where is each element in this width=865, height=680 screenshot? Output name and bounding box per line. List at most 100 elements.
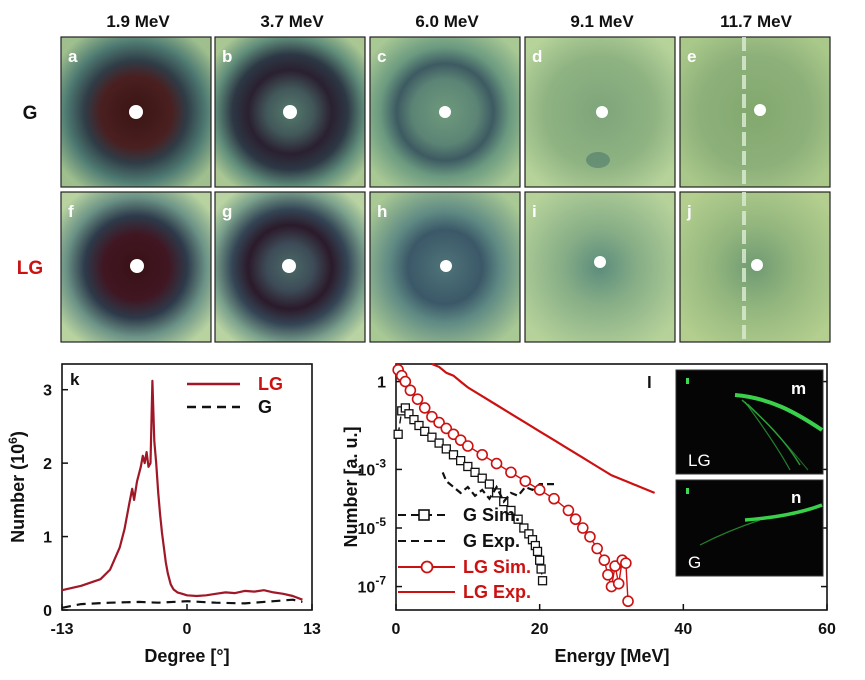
panel-letter-m: m xyxy=(791,379,806,398)
center-hole xyxy=(283,105,297,119)
legend-label-lg: LG xyxy=(258,374,283,394)
data-point xyxy=(591,542,603,555)
center-hole xyxy=(439,106,451,118)
y-tick-label: 1 xyxy=(43,530,52,547)
panel-letter-a: a xyxy=(68,47,78,66)
y-tick-label: 1 xyxy=(377,375,386,392)
y-axis-title-close: ) xyxy=(8,431,28,437)
x-tick-label: 0 xyxy=(392,621,401,638)
data-point xyxy=(519,523,529,533)
data-point xyxy=(576,522,589,534)
panel-letter-d: d xyxy=(532,47,542,66)
inset-label-lg: LG xyxy=(688,451,711,470)
panel-i: i xyxy=(524,191,676,343)
data-point xyxy=(409,414,419,425)
center-hole xyxy=(596,106,608,118)
plot-frame xyxy=(395,363,828,611)
inset-n: n G xyxy=(675,479,824,577)
panel-letter-g: g xyxy=(222,202,232,221)
panel-letter-h: h xyxy=(377,202,387,221)
panel-letter-j: j xyxy=(686,202,692,221)
data-point xyxy=(476,448,489,461)
energy-label-4: 9.1 MeV xyxy=(570,12,634,31)
panel-letter-e: e xyxy=(687,47,696,66)
x-axis-title: Energy [MeV] xyxy=(554,646,669,666)
panel-letter-i: i xyxy=(532,202,537,221)
panel-letter-c: c xyxy=(377,47,386,66)
data-point xyxy=(490,457,503,470)
y-tick-label: 10-7 xyxy=(358,574,387,597)
axis-ticks: 0 20 40 60 1 10-3 10-5 10-7 xyxy=(358,375,836,638)
data-point xyxy=(569,513,582,526)
data-point xyxy=(462,440,474,452)
energy-label-3: 6.0 MeV xyxy=(415,12,479,31)
panel-letter-l: l xyxy=(647,373,652,392)
data-point xyxy=(532,546,543,557)
legend-label-g-sim: G Sim. xyxy=(463,505,520,525)
y-tick-label: 3 xyxy=(43,383,52,400)
data-point xyxy=(418,402,431,414)
energy-label-1: 1.9 MeV xyxy=(106,12,170,31)
center-hole xyxy=(594,256,606,268)
x-axis-title: Degree [°] xyxy=(144,646,229,666)
row-label-g: G xyxy=(23,103,38,124)
y-tick-label: 10-5 xyxy=(358,515,387,538)
data-point xyxy=(519,475,532,487)
data-point xyxy=(411,393,424,405)
x-tick-label: 20 xyxy=(531,621,549,638)
y-tick-label: 0 xyxy=(43,603,52,620)
panel-j: j xyxy=(679,191,831,343)
data-point xyxy=(602,569,614,581)
data-point xyxy=(484,479,495,489)
panel-g: g xyxy=(214,191,366,343)
panel-letter-n: n xyxy=(791,488,801,507)
series-group xyxy=(392,362,656,608)
inset-m: m LG xyxy=(675,369,824,475)
energy-headers: 1.9 MeV 3.7 MeV 6.0 MeV 9.1 MeV 11.7 MeV xyxy=(106,12,792,31)
data-point xyxy=(513,514,523,524)
legend-label-g: G xyxy=(258,397,272,417)
trace-main xyxy=(744,503,823,522)
series-line-lg-exp xyxy=(431,362,656,494)
legend-label-lg-sim: LG Sim. xyxy=(463,557,531,577)
plot-frame xyxy=(61,363,313,611)
data-point xyxy=(477,473,487,483)
series-line-g xyxy=(61,598,303,609)
center-hole xyxy=(282,259,296,273)
data-point xyxy=(404,409,414,419)
series-line-g-sim xyxy=(397,406,544,581)
data-point xyxy=(505,466,517,479)
data-point xyxy=(535,555,545,565)
data-point xyxy=(598,554,611,567)
legend-marker-square xyxy=(418,509,430,521)
data-point xyxy=(622,595,634,608)
y-axis-title-sup: 6 xyxy=(6,437,20,444)
x-tick-label: -13 xyxy=(50,621,73,638)
legend-label-g-exp: G Exp. xyxy=(463,531,520,551)
series-line-lg xyxy=(61,379,303,601)
center-hole xyxy=(751,259,763,271)
data-point xyxy=(427,432,437,442)
data-point xyxy=(506,505,516,516)
data-point xyxy=(455,455,466,466)
series-group xyxy=(61,379,303,609)
x-tick-label: 13 xyxy=(303,621,321,638)
chart-l: l 0 20 40 60 1 10-3 10-5 10-7 G Sim. G Exp. LG … xyxy=(341,362,836,666)
panel-letter-b: b xyxy=(222,47,232,66)
panel-c: c xyxy=(369,36,521,188)
data-point xyxy=(536,564,546,574)
y-axis-title-text: Number (10 xyxy=(8,444,28,543)
x-tick-label: 0 xyxy=(183,621,192,638)
data-point xyxy=(620,557,632,569)
y-axis-title: Number (106) xyxy=(6,431,28,543)
panel-h: h xyxy=(369,191,521,343)
data-point xyxy=(414,420,424,431)
panel-letter-k: k xyxy=(70,370,80,389)
data-point xyxy=(404,384,417,397)
series-line-g-exp xyxy=(441,471,558,504)
data-point xyxy=(441,444,451,454)
data-point xyxy=(470,467,480,478)
